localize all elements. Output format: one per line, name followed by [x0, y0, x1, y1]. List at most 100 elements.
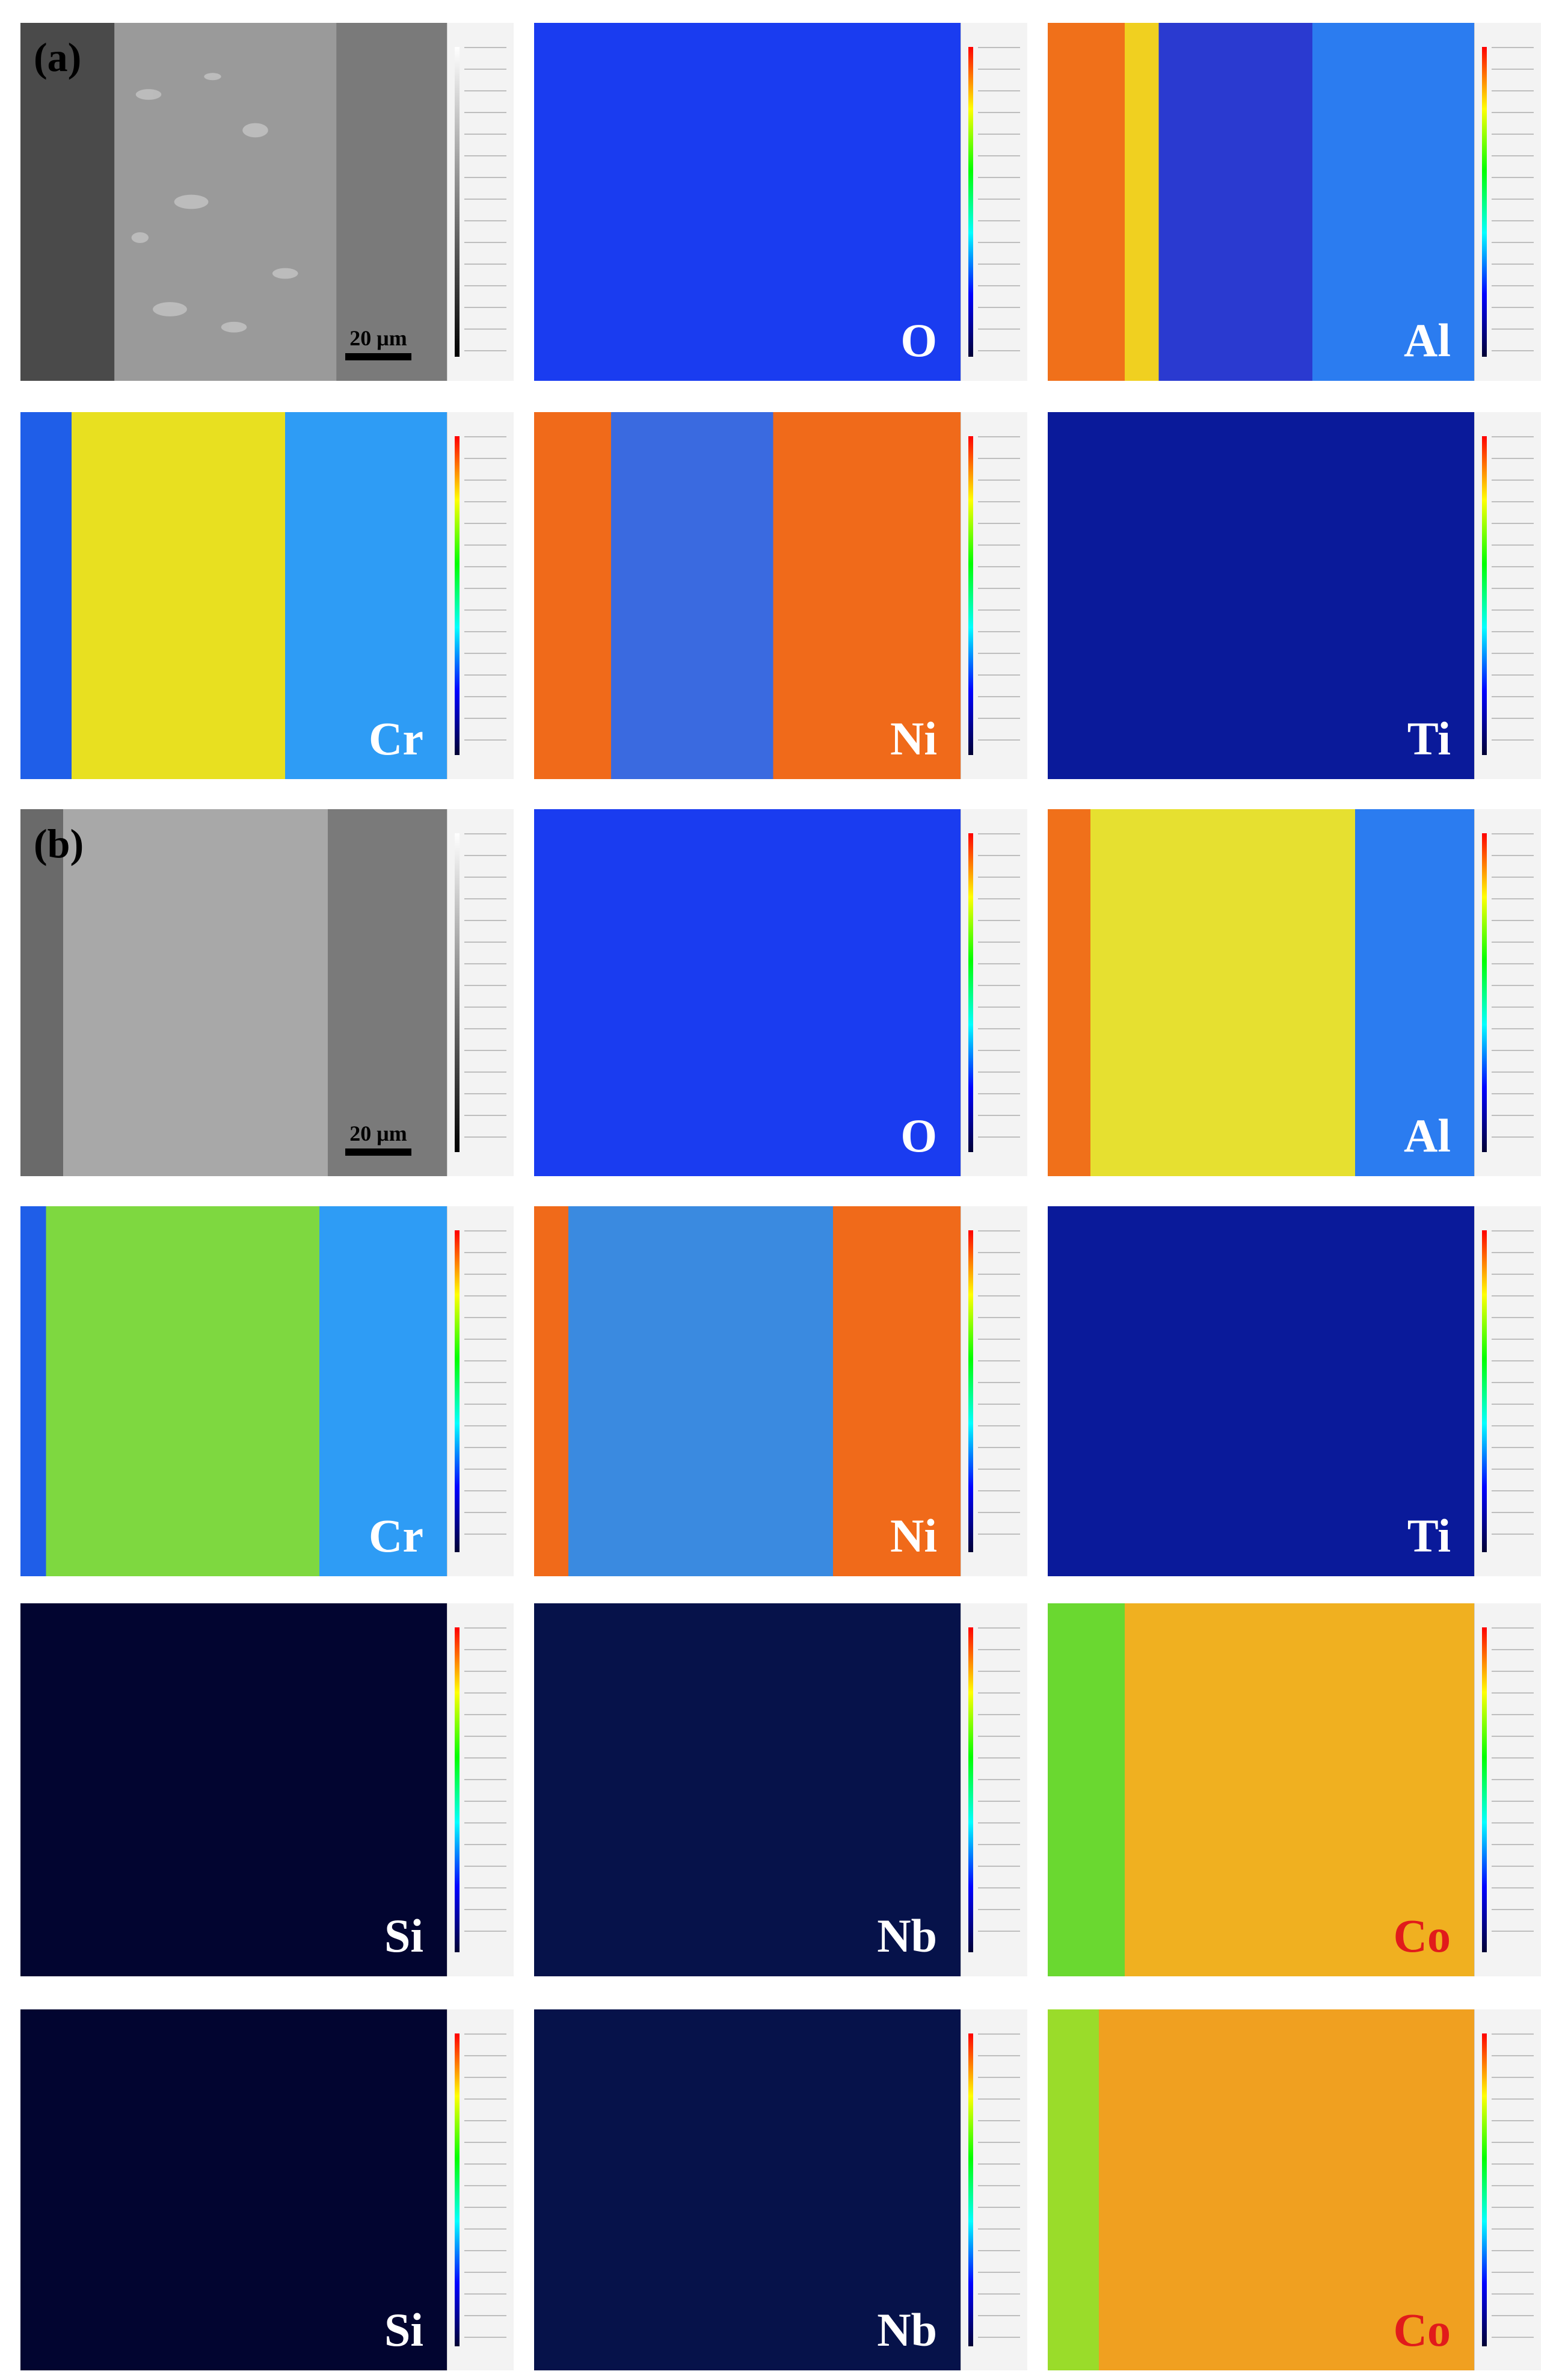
panel-b-ti: Ti — [1048, 1206, 1541, 1576]
scale-bar: 20 μm — [345, 325, 411, 360]
panel-b-bse: (b) 20 μm — [20, 809, 514, 1176]
color-bar — [1482, 2033, 1487, 2346]
scale-ticks — [978, 833, 1020, 1152]
concentration-scale — [447, 412, 514, 779]
element-label: O — [900, 1109, 937, 1162]
grayscale-bar — [455, 833, 460, 1152]
intensity-scale — [447, 23, 514, 381]
bse-image — [20, 23, 447, 381]
concentration-scale — [1474, 412, 1541, 779]
concentration-scale — [1474, 23, 1541, 381]
panel-label-a: (a) — [34, 34, 82, 80]
scale-ticks — [1492, 2033, 1534, 2346]
element-label: Al — [1404, 1109, 1451, 1162]
element-label: O — [900, 314, 937, 366]
concentration-scale — [447, 1206, 514, 1576]
co-map — [1048, 2009, 1475, 2370]
panel-b-si: Si — [20, 2009, 514, 2370]
al-map — [1048, 23, 1475, 381]
panel-b-cr: Cr — [20, 1206, 514, 1576]
scale-ticks — [1492, 436, 1534, 755]
cr-map — [20, 1206, 447, 1576]
panel-a-ti: Ti — [1048, 412, 1541, 779]
concentration-scale — [1474, 2009, 1541, 2370]
concentration-scale — [961, 23, 1027, 381]
color-bar — [968, 833, 973, 1152]
concentration-scale — [1474, 809, 1541, 1176]
scale-bar-label: 20 μm — [349, 326, 407, 350]
cr-map — [20, 412, 447, 779]
panel-b-o: O — [534, 809, 1027, 1176]
color-bar — [455, 1627, 460, 1952]
scale-ticks — [464, 1230, 506, 1552]
element-label: Co — [1393, 2304, 1451, 2356]
scale-ticks — [978, 47, 1020, 357]
scale-ticks — [464, 47, 506, 357]
element-label: Si — [384, 2304, 423, 2356]
concentration-scale — [961, 2009, 1027, 2370]
color-bar — [968, 2033, 973, 2346]
panel-a-co: Co — [1048, 1603, 1541, 1976]
scale-ticks — [464, 1627, 506, 1952]
ni-map — [534, 412, 961, 779]
intensity-scale — [447, 809, 514, 1176]
element-label: Al — [1404, 314, 1451, 366]
color-bar — [968, 47, 973, 357]
scale-ticks — [464, 436, 506, 755]
concentration-scale — [447, 2009, 514, 2370]
concentration-scale — [1474, 1206, 1541, 1576]
element-label: Ni — [890, 1509, 937, 1562]
nb-map — [534, 2009, 961, 2370]
color-bar — [968, 436, 973, 755]
o-map — [534, 809, 961, 1176]
panel-a-si: Si — [20, 1603, 514, 1976]
ti-map — [1048, 412, 1475, 779]
element-label: Nb — [877, 2304, 937, 2356]
si-map — [20, 2009, 447, 2370]
panel-b-al: Al — [1048, 809, 1541, 1176]
scale-bar-line — [345, 1148, 411, 1156]
panel-a-bse: (a) 20 μm — [20, 23, 514, 381]
panel-b-co: Co — [1048, 2009, 1541, 2370]
o-map — [534, 23, 961, 381]
panel-a-o: O — [534, 23, 1027, 381]
element-label: Ti — [1407, 1509, 1451, 1562]
color-bar — [1482, 47, 1487, 357]
panel-a-nb: Nb — [534, 1603, 1027, 1976]
scale-ticks — [1492, 833, 1534, 1152]
co-map — [1048, 1603, 1475, 1976]
element-label: Ti — [1407, 712, 1451, 765]
scale-bar: 20 μm — [345, 1121, 411, 1156]
concentration-scale — [961, 412, 1027, 779]
panel-a-ni: Ni — [534, 412, 1027, 779]
scale-ticks — [1492, 47, 1534, 357]
panel-a-al: Al — [1048, 23, 1541, 381]
color-bar — [968, 1230, 973, 1552]
element-label: Cr — [369, 712, 423, 765]
grayscale-bar — [455, 47, 460, 357]
element-label: Si — [384, 1910, 423, 1962]
scale-ticks — [1492, 1627, 1534, 1952]
scale-ticks — [1492, 1230, 1534, 1552]
color-bar — [1482, 436, 1487, 755]
panel-a-cr: Cr — [20, 412, 514, 779]
color-bar — [455, 2033, 460, 2346]
color-bar — [1482, 1627, 1487, 1952]
nb-map — [534, 1603, 961, 1976]
panel-label-b: (b) — [34, 821, 84, 866]
ti-map — [1048, 1206, 1475, 1576]
element-label: Nb — [877, 1910, 937, 1962]
scale-ticks — [464, 833, 506, 1152]
concentration-scale — [961, 1206, 1027, 1576]
scale-ticks — [978, 1627, 1020, 1952]
concentration-scale — [961, 1603, 1027, 1976]
element-label: Ni — [890, 712, 937, 765]
panel-b-nb: Nb — [534, 2009, 1027, 2370]
color-bar — [455, 1230, 460, 1552]
ni-map — [534, 1206, 961, 1576]
concentration-scale — [961, 809, 1027, 1176]
scale-ticks — [978, 2033, 1020, 2346]
scale-ticks — [978, 436, 1020, 755]
scale-bar-line — [345, 353, 411, 360]
element-label: Co — [1393, 1910, 1451, 1962]
